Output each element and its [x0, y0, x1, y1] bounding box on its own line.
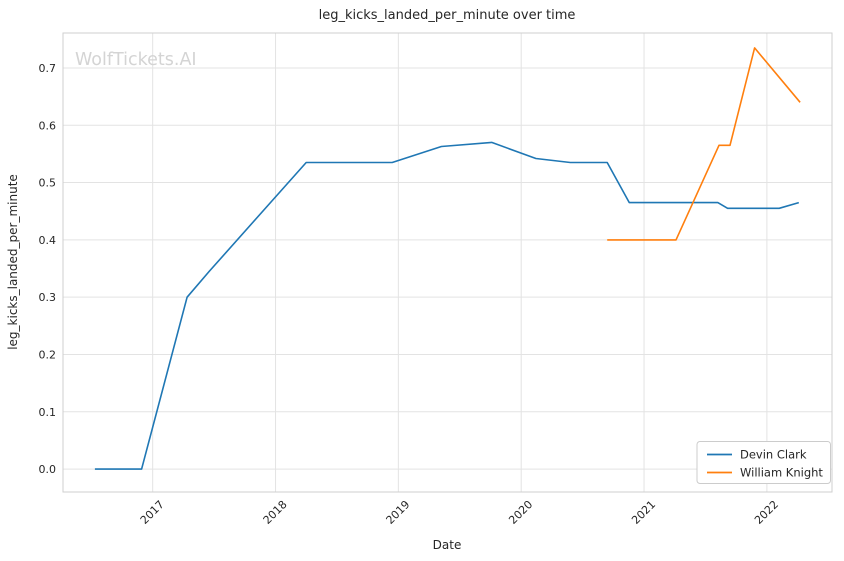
x-tick-label: 2022 [752, 498, 781, 527]
y-tick-label: 0.3 [39, 291, 57, 304]
y-tick-label: 0.5 [39, 177, 57, 190]
x-tick-label: 2017 [138, 498, 167, 527]
legend-label-0: Devin Clark [740, 448, 807, 462]
series-line-0 [94, 141, 800, 470]
plot-background [63, 33, 832, 492]
legend-label-1: William Knight [740, 466, 823, 480]
x-tick-label: 2018 [261, 498, 290, 527]
y-tick-label: 0.1 [39, 406, 57, 419]
y-tick-label: 0.0 [39, 463, 57, 476]
chart-title: leg_kicks_landed_per_minute over time [319, 8, 576, 23]
y-tick-label: 0.4 [39, 234, 57, 247]
y-tick-label: 0.2 [39, 348, 57, 361]
y-axis-label: leg_kicks_landed_per_minute [6, 174, 20, 350]
watermark: WolfTickets.AI [75, 50, 197, 70]
x-tick-label: 2021 [629, 498, 658, 527]
y-tick-label: 0.7 [39, 62, 57, 75]
plot-border [62, 32, 833, 493]
plot-content: WolfTickets.AI 2017 2018 2019 2020 2021 2022 0.… [39, 32, 833, 527]
y-tick-label: 0.6 [39, 119, 57, 132]
x-axis-label: Date [433, 538, 462, 552]
series-line-1 [607, 47, 801, 241]
x-tick-label: 2019 [383, 498, 412, 527]
x-tick-label: 2020 [506, 498, 535, 527]
